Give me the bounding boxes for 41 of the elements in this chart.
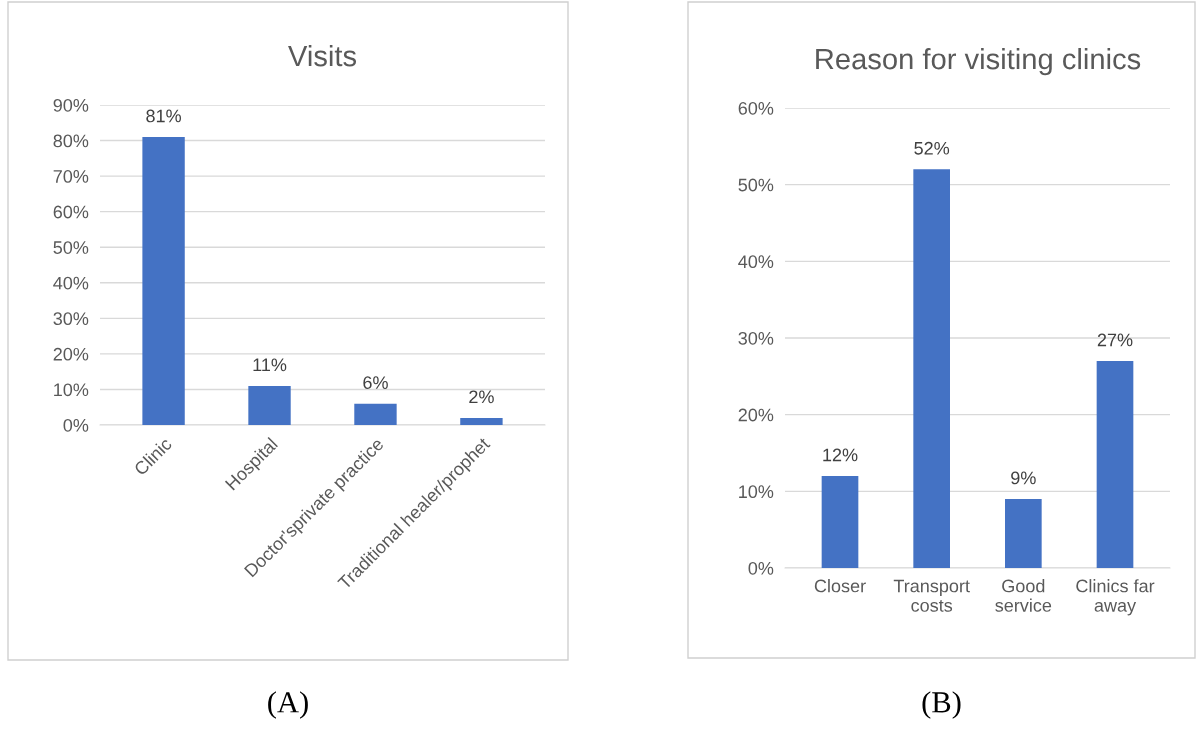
y-tick-label: 60% [738,101,774,115]
y-tick-label: 50% [53,241,89,254]
y-tick-label: 10% [739,485,774,499]
data-label: 52% [914,141,950,155]
y-tick-label: 20% [53,347,89,361]
y-tick-label: 0% [63,418,89,432]
bar [248,385,291,425]
y-tick-label: 40% [738,255,774,269]
y-tick-label: 60% [53,205,89,219]
y-tick-label: 0% [748,561,774,575]
data-label: 27% [1097,333,1133,347]
y-tick-label: 50% [738,178,774,192]
bar [913,169,950,568]
x-tick-label: Clinics far away [1076,579,1155,616]
y-tick-label: 90% [53,98,89,112]
bar [142,137,185,425]
bar [460,417,503,425]
text: (B) [922,691,961,719]
y-tick-label: 40% [53,276,89,290]
y-tick-label: 30% [738,331,774,345]
data-label: 11% [253,358,287,372]
y-tick-label: 70% [53,170,89,183]
y-tick-label: 20% [738,408,774,422]
x-tick-label: Closer [814,579,866,593]
bar [1096,361,1134,568]
data-label: 9% [1011,471,1036,485]
chart-title: Reason for visiting clinics [816,47,1141,76]
data-label: 12% [823,448,858,462]
text: (A) [268,691,308,719]
data-label: 81% [146,109,181,123]
bar [1005,499,1042,568]
y-tick-label: 10% [54,383,89,397]
x-tick-label: Good service [995,579,1052,612]
bar [354,403,397,425]
y-tick-label: 80% [53,134,89,148]
x-tick-label: Transport costs [893,579,970,612]
y-tick-label: 30% [53,312,89,326]
chart-title: Visits [288,44,357,67]
data-label: 6% [363,376,388,389]
data-label: 2% [469,390,494,404]
bar [821,476,859,568]
